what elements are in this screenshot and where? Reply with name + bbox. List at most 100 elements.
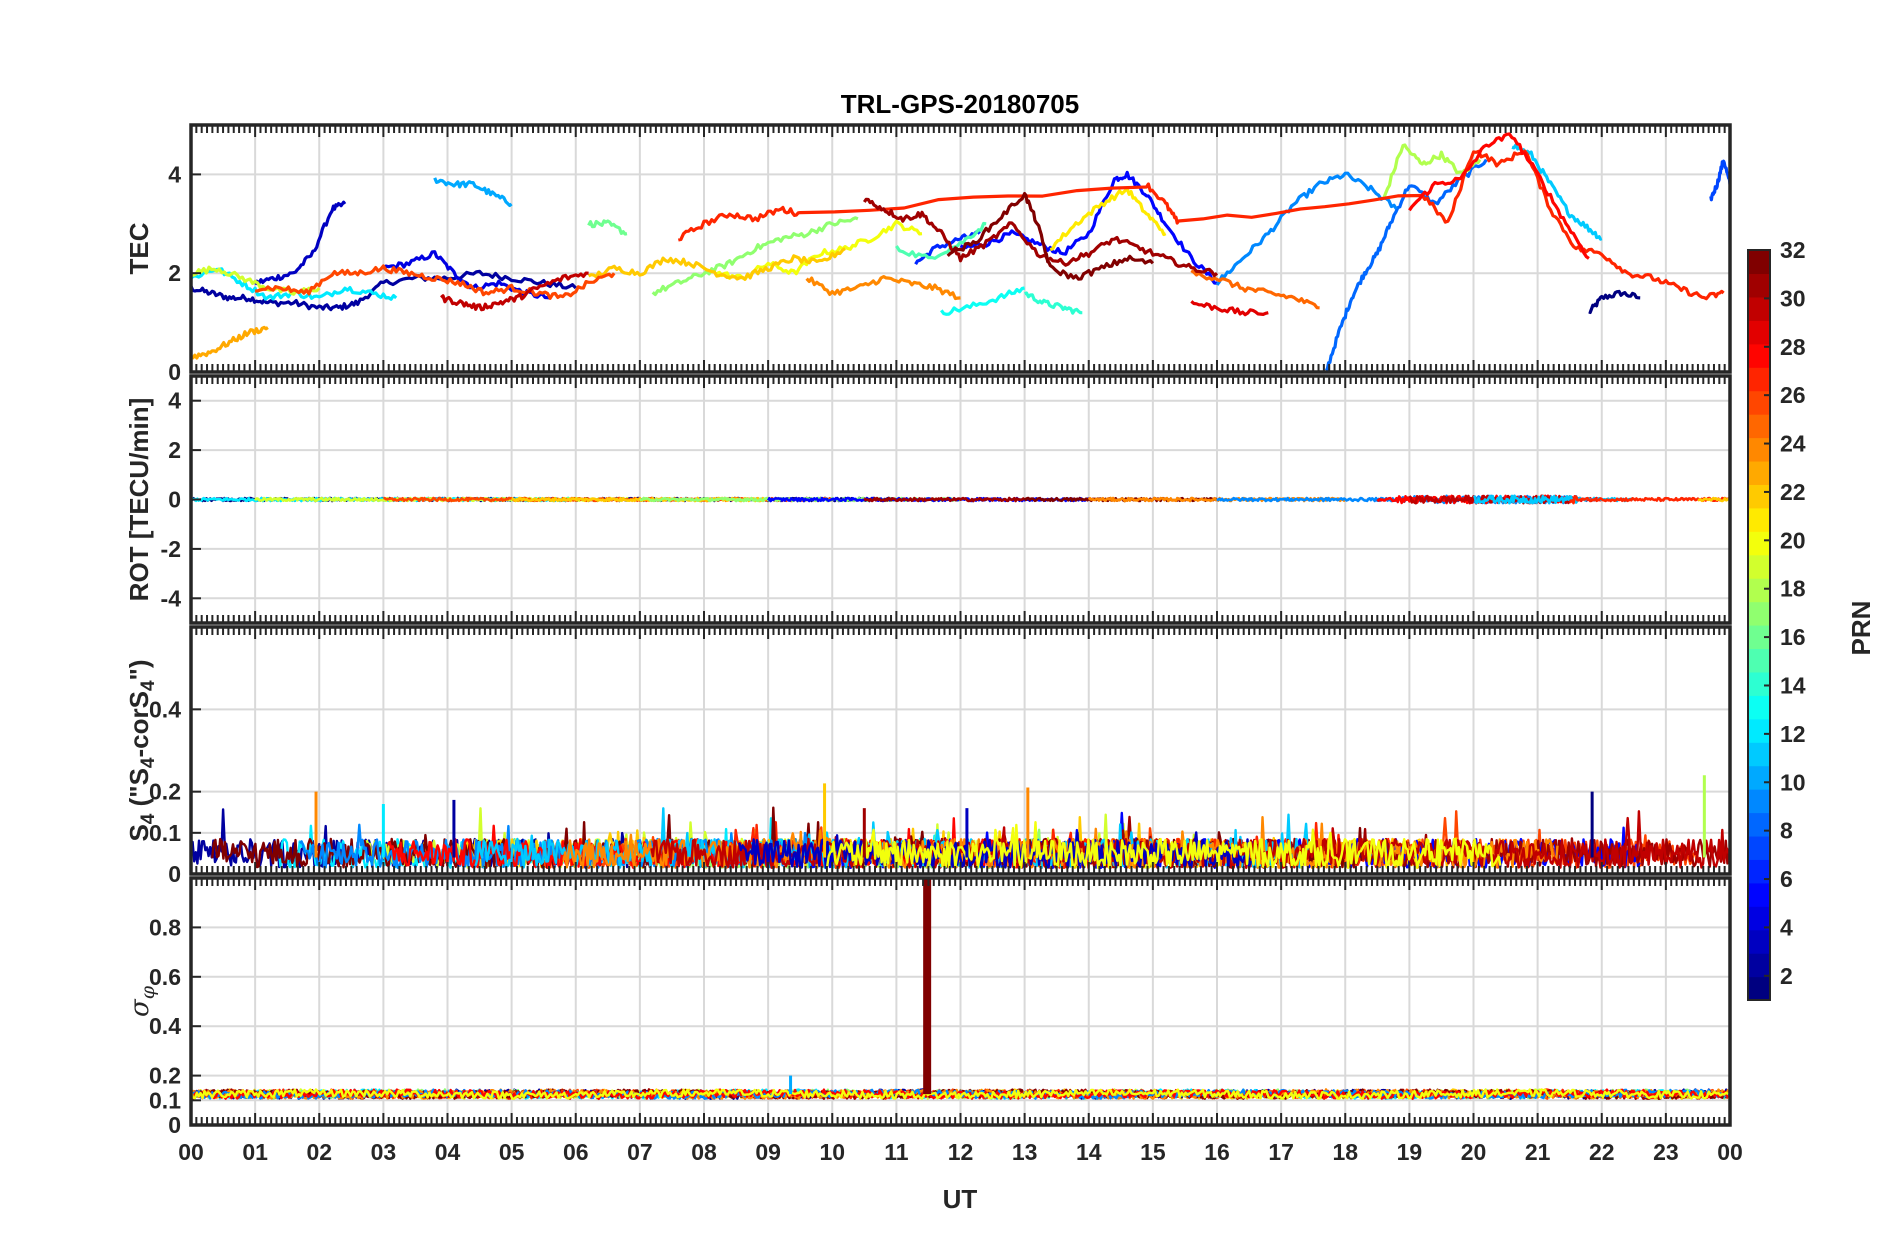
x-tick-label: 13 [1012, 1139, 1038, 1165]
tec-series-prn-21 [1049, 187, 1167, 252]
colorbar-label: PRN [1846, 601, 1876, 656]
x-tick-label: 18 [1332, 1139, 1358, 1165]
x-tick-label: 23 [1653, 1139, 1679, 1165]
chart-title: TRL-GPS-20180705 [841, 89, 1079, 119]
data-layer [191, 494, 1730, 505]
y-label-part: -corS [124, 691, 154, 757]
panel-sigma-phi: 00.10.2 0.4 0.6 0.8 σφ [125, 876, 1732, 1138]
tec-series-prn-24 [805, 275, 961, 301]
x-tick-label: 15 [1140, 1139, 1166, 1165]
x-axis-label: UT [943, 1184, 978, 1214]
colorbar-swatch-prn-28 [1748, 343, 1770, 368]
colorbar-swatch-prn-27 [1748, 367, 1770, 392]
y-tick-label: -2 [161, 536, 181, 562]
panel-s4: 00.10.20.4S4 ("S4-corS4") [124, 625, 1732, 887]
y-tick-label: 2 [168, 437, 181, 463]
colorbar-swatch-prn-12 [1748, 718, 1770, 743]
colorbar-swatch-prn-16 [1748, 625, 1770, 650]
colorbar-swatch-prn-9 [1748, 789, 1770, 814]
colorbar-swatch-prn-18 [1748, 578, 1770, 603]
colorbar-swatch-prn-15 [1748, 648, 1770, 673]
x-tick-label: 00 [1717, 1139, 1743, 1165]
x-tick-label: 12 [948, 1139, 974, 1165]
x-tick-label: 01 [242, 1139, 268, 1165]
tec-series-prn-2 [191, 269, 577, 312]
colorbar-swatch-prn-14 [1748, 671, 1770, 696]
y-label-part: ("S [124, 768, 154, 814]
colorbar-tick-label: 10 [1780, 769, 1806, 795]
colorbar-tick-label: 16 [1780, 624, 1806, 650]
y-axis-label-sigma-phi: σφ [125, 985, 159, 1017]
y-tick-label: 0 [168, 487, 181, 513]
colorbar-swatch-prn-29 [1748, 320, 1770, 345]
panel-rot: -4 -2 0 2 4 ROT [TECU/min] [124, 374, 1732, 625]
tec-series-prn-17 [651, 216, 859, 297]
y-label-subscript: 4 [138, 757, 159, 768]
data-layer [191, 775, 1730, 869]
colorbar-swatch-prn-26 [1748, 390, 1770, 415]
colorbar-frame [1747, 249, 1771, 1001]
colorbar-swatch-prn-17 [1748, 601, 1770, 626]
x-tick-label: 10 [819, 1139, 845, 1165]
colorbar-swatch-prn-19 [1748, 554, 1770, 579]
colorbar-swatch-prn-2 [1748, 953, 1770, 978]
colorbar-tick-label: 32 [1780, 237, 1806, 263]
colorbar-swatch-prn-24 [1748, 437, 1770, 462]
tec-series-prn-30 [440, 271, 589, 312]
tec-series-prn-22 [587, 247, 846, 281]
colorbar-tick-label: 6 [1780, 866, 1793, 892]
rot-series-prn-22 [1697, 496, 1730, 503]
y-tick-label: 2 [168, 260, 181, 286]
x-tick-label: 05 [499, 1139, 525, 1165]
tec-series-prn-25 [1190, 269, 1320, 310]
y-label-part: σ [125, 998, 155, 1017]
tec-series-prn-9 [1215, 171, 1398, 286]
colorbar-swatch-prn-32 [1748, 250, 1770, 275]
colorbar-tick-label: 14 [1780, 672, 1806, 698]
x-tick-label: 14 [1076, 1139, 1102, 1165]
x-axis-tick-labels: 00 01 02 03 04 05 06 07 08 09 10 11 12 13 14 15 16 17 18 19… [178, 1139, 1743, 1165]
colorbar-tick-label: 8 [1780, 818, 1793, 844]
tec-series-prn-23 [191, 325, 269, 360]
minor-ticks [190, 376, 1731, 623]
colorbar-tick-label: 26 [1780, 382, 1806, 408]
tec-series-prn-3 [253, 200, 347, 286]
colorbar-tick-label: 20 [1780, 527, 1806, 553]
tec-series-prn-31 [862, 197, 1219, 278]
colorbar-swatch-prn-31 [1748, 273, 1770, 298]
y-tick-label: 0 [168, 861, 181, 887]
x-tick-label: 07 [627, 1139, 653, 1165]
colorbar-swatch-prn-3 [1748, 929, 1770, 954]
tec-series-prn-13 [940, 286, 1025, 316]
colorbar-tick-label: 30 [1780, 285, 1806, 311]
y-axis-label-s4: S4 ("S4-corS4") [124, 659, 159, 841]
colorbar-swatch-prn-22 [1748, 484, 1770, 509]
tec-series-prn-15 [895, 221, 987, 260]
colorbar-tick-label: 22 [1780, 479, 1806, 505]
rot-series-prn-31 [863, 496, 1026, 503]
colorbar-swatch-prn-11 [1748, 742, 1770, 767]
colorbar-swatch-prn-10 [1748, 765, 1770, 790]
minor-ticks [190, 878, 1731, 1125]
y-label-part: S [124, 824, 154, 841]
grid [191, 627, 1730, 874]
y-label-subscript: φ [137, 985, 159, 999]
colorbar-tick-label: 12 [1780, 721, 1806, 747]
tec-series-prn-10 [433, 177, 513, 208]
colorbar-swatch-prn-4 [1748, 906, 1770, 931]
x-tick-label: 03 [371, 1139, 397, 1165]
y-tick-label: 0.2 [149, 779, 181, 805]
y-tick-label: 0.1 [149, 820, 181, 846]
y-tick-label: 0.2 [149, 1063, 181, 1089]
y-label-subscript: 4 [138, 813, 159, 824]
rot-series-prn-22 [511, 496, 769, 503]
x-tick-label: 11 [884, 1139, 909, 1165]
tec-series-prn-7 [1709, 159, 1730, 202]
colorbar-swatch-prn-25 [1748, 414, 1770, 439]
tec-series-prn-14 [1024, 291, 1083, 315]
colorbar-tick-label: 24 [1780, 431, 1806, 457]
x-tick-label: 08 [691, 1139, 717, 1165]
x-tick-label: 02 [306, 1139, 332, 1165]
